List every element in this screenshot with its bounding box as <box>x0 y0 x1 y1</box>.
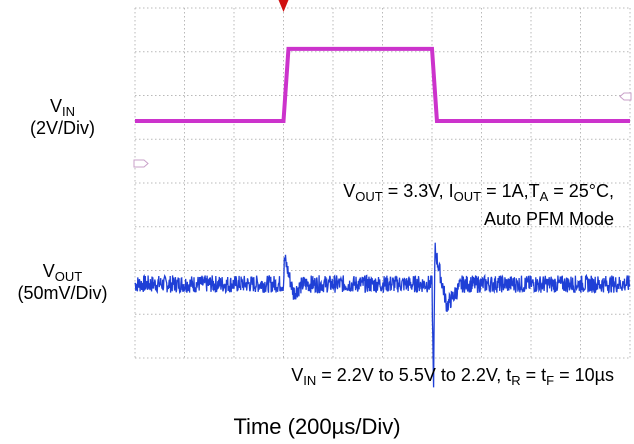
annotation-text: Auto PFM Mode <box>483 209 614 229</box>
annotation-subscript: OUT <box>453 189 482 204</box>
annotation-text: = 3.3V, I <box>382 181 454 201</box>
trigger-marker-icon <box>278 0 289 12</box>
annotation-test-conditions: VOUT = 3.3V, IOUT = 1A,TA = 25°C, <box>343 180 614 204</box>
vin-scale: (2V/Div) <box>29 118 95 138</box>
annotation-text: = t <box>520 365 547 385</box>
channel-2-ground-marker-icon <box>133 159 149 168</box>
vin-channel-label: VIN (2V/Div) <box>0 95 125 139</box>
vout-trace <box>134 242 631 388</box>
annotation-mode: Auto PFM Mode <box>484 208 614 230</box>
vin-label-main: V <box>49 96 62 116</box>
vin-trace <box>135 46 630 123</box>
vout-label-main: V <box>42 261 55 281</box>
trigger-level-marker-icon <box>619 92 632 101</box>
annotation-subscript: R <box>511 373 521 388</box>
vin-label-sub: IN <box>62 104 75 119</box>
annotation-input-step: VIN = 2.2V to 5.5V to 2.2V, tR = tF = 10… <box>291 364 614 388</box>
annotation-text: = 1A,T <box>481 181 540 201</box>
annotation-text: V <box>343 181 356 201</box>
vout-scale: (50mV/Div) <box>17 283 108 303</box>
annotation-subscript: F <box>546 373 555 388</box>
annotation-subscript: OUT <box>355 189 383 204</box>
annotation-text: = 2.2V to 5.5V to 2.2V, t <box>316 365 512 385</box>
annotation-subscript: A <box>539 189 549 204</box>
annotation-text: = 10µs <box>554 365 614 385</box>
vout-label-sub: OUT <box>54 269 83 284</box>
annotation-text: = 25°C, <box>548 181 614 201</box>
x-axis-label: Time (200µs/Div) <box>233 414 401 439</box>
vout-channel-label: VOUT (50mV/Div) <box>0 260 125 304</box>
traces <box>134 46 631 388</box>
grid <box>134 7 631 359</box>
markers <box>133 0 632 168</box>
annotation-text: V <box>291 365 304 385</box>
annotation-subscript: IN <box>303 373 317 388</box>
